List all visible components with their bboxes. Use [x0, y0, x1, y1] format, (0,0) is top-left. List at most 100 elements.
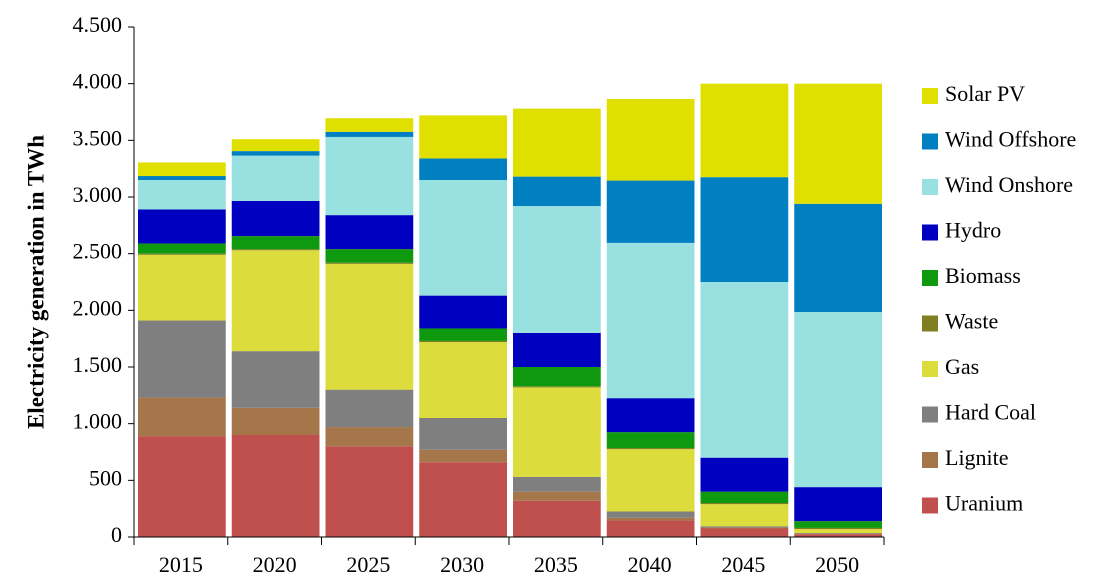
y-tick-label: 3.000: [73, 182, 123, 207]
bar-segment: [419, 340, 507, 343]
bar-segment: [794, 487, 882, 522]
bar-segment: [138, 253, 226, 255]
bar-segment: [419, 449, 507, 463]
bar-segment: [419, 328, 507, 341]
bar-segment: [138, 243, 226, 254]
bar-segment: [794, 312, 882, 488]
bar-segment: [138, 254, 226, 321]
bar-segment: [419, 180, 507, 296]
bar-segment: [700, 282, 789, 458]
bar-segment: [325, 215, 414, 250]
legend-label: Solar PV: [945, 81, 1025, 106]
bar-segment: [138, 436, 226, 537]
bar-segment: [231, 351, 320, 408]
bar-segment: [138, 162, 226, 177]
bar-segment: [325, 131, 414, 137]
bar-segment: [231, 236, 320, 250]
legend-label: Biomass: [945, 263, 1021, 288]
legend-label: Hydro: [945, 218, 1001, 243]
bar-segment: [325, 427, 414, 447]
bar-segment: [138, 397, 226, 437]
bar-segment: [513, 108, 601, 177]
bar-segment: [700, 526, 789, 528]
y-axis-label: Electricity generation in TWh: [23, 135, 48, 429]
bar-segment: [794, 521, 882, 528]
bar-segment: [513, 500, 601, 537]
bar-segment: [231, 155, 320, 201]
legend-label: Hard Coal: [945, 400, 1036, 425]
bar-segment: [231, 200, 320, 237]
legend-swatch: [922, 315, 938, 332]
bar-segment: [325, 262, 414, 264]
x-tick-label: 2025: [346, 552, 390, 577]
legend-label: Waste: [945, 309, 998, 334]
bar-segment: [138, 320, 226, 398]
legend-swatch: [922, 270, 938, 286]
x-tick-label: 2045: [721, 552, 765, 577]
bar-segment: [325, 389, 414, 428]
bar-segment: [700, 504, 789, 527]
bar-segment: [419, 295, 507, 329]
bar-segment: [513, 386, 601, 388]
bar-segment: [794, 527, 882, 530]
bar-segment: [794, 83, 882, 204]
bar-segment: [606, 398, 695, 433]
bar-segment: [794, 203, 882, 313]
bar-segment: [231, 435, 320, 537]
legend-label: Gas: [945, 354, 979, 379]
bar-segment: [231, 249, 320, 251]
bar-segment: [513, 206, 601, 333]
legend-swatch: [922, 452, 938, 468]
bar-segment: [419, 462, 507, 537]
x-tick-label: 2020: [253, 552, 297, 577]
bar-segment: [513, 387, 601, 477]
bar-segment: [325, 446, 414, 537]
bar-segment: [231, 139, 320, 152]
bar-segment: [419, 342, 507, 418]
bar-segment: [700, 528, 789, 537]
bar-segment: [794, 533, 882, 535]
bar-segment: [700, 457, 789, 492]
bar-segment: [138, 180, 226, 210]
x-tick-label: 2050: [815, 552, 859, 577]
legend-label: Lignite: [945, 445, 1009, 470]
bar-segment: [794, 534, 882, 537]
x-tick-label: 2035: [534, 552, 578, 577]
y-tick-label: 4.000: [73, 69, 123, 94]
bar-segment: [231, 407, 320, 435]
bar-segment: [325, 136, 414, 216]
bar-segment: [419, 158, 507, 180]
bar-segment: [513, 476, 601, 492]
bar-segment: [606, 432, 695, 449]
bar-segment: [794, 533, 882, 534]
y-tick-label: 500: [89, 465, 122, 490]
bar-segment: [231, 250, 320, 352]
bar-segment: [606, 449, 695, 512]
bar-segment: [606, 448, 695, 450]
bar-segment: [606, 98, 695, 181]
bar-segment: [700, 503, 789, 505]
bar-segment: [325, 118, 414, 132]
bar-segment: [325, 263, 414, 390]
x-tick-label: 2030: [440, 552, 484, 577]
bar-segment: [700, 491, 789, 503]
legend-swatch: [922, 179, 938, 195]
bar-segment: [606, 517, 695, 521]
bar-segment: [700, 177, 789, 282]
y-tick-label: 1.000: [73, 409, 123, 434]
bar-segment: [419, 418, 507, 450]
legend-swatch: [922, 497, 938, 514]
y-tick-label: 1.500: [73, 352, 123, 377]
legend-swatch: [922, 133, 938, 150]
legend-swatch: [922, 406, 938, 423]
y-tick-label: 0: [111, 522, 122, 547]
bar-segment: [325, 249, 414, 263]
legend-label: Uranium: [945, 491, 1023, 516]
bar-segment: [138, 209, 226, 244]
y-tick-label: 3.500: [73, 125, 123, 150]
bar-segment: [794, 529, 882, 534]
bar-segment: [606, 520, 695, 537]
x-tick-label: 2015: [159, 552, 203, 577]
bar-segment: [513, 176, 601, 207]
bar-segment: [419, 115, 507, 159]
